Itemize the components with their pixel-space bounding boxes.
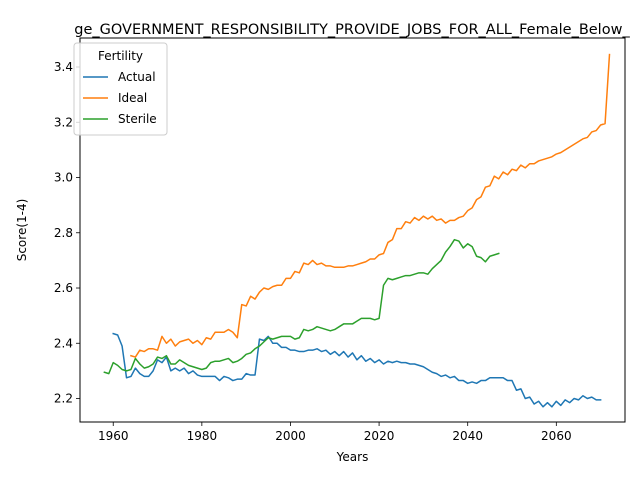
chart-title: ge_GOVERNMENT_RESPONSIBILITY_PROVIDE_JOB… <box>74 22 630 38</box>
legend: Fertility Actual Ideal Sterile <box>73 42 168 136</box>
x-tick-label: 2060 <box>541 429 572 443</box>
y-tick-label: 3.0 <box>54 171 73 185</box>
y-tick-label: 2.2 <box>54 392 73 406</box>
series-line-ideal <box>130 53 611 358</box>
series-line-actual <box>112 332 602 408</box>
y-tick-label: 3.4 <box>54 60 73 74</box>
y-axis-label: Score(1-4) <box>15 199 29 262</box>
x-tick-label: 2040 <box>452 429 483 443</box>
x-tick-label: 2000 <box>275 429 306 443</box>
legend-label-sterile: Sterile <box>118 112 157 126</box>
plot-frame <box>79 37 626 423</box>
legend-label-actual: Actual <box>118 70 156 84</box>
legend-label-ideal: Ideal <box>118 91 147 105</box>
legend-title: Fertility <box>98 49 143 63</box>
y-tick-label: 2.8 <box>54 226 73 240</box>
x-tick-label: 1960 <box>98 429 129 443</box>
y-tick-label: 3.2 <box>54 115 73 129</box>
series-layer <box>103 53 611 408</box>
tick-layer: 1960 1980 2000 2020 2040 2060 2.2 2.4 2.6 2.8 3.0 3… <box>54 60 572 443</box>
x-tick-label: 2020 <box>364 429 395 443</box>
y-tick-label: 2.4 <box>54 336 73 350</box>
x-tick-label: 1980 <box>187 429 218 443</box>
y-tick-label: 2.6 <box>54 281 73 295</box>
legend-box <box>73 42 168 136</box>
x-axis-label: Years <box>336 450 369 464</box>
series-line-sterile <box>103 238 500 375</box>
